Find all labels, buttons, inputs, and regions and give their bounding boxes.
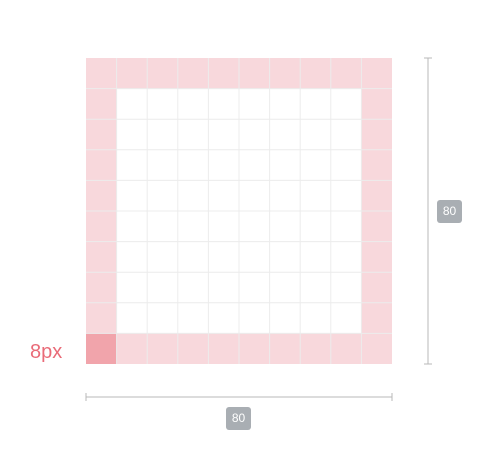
border-cell	[269, 333, 301, 364]
border-cell	[116, 333, 148, 364]
border-cell	[361, 241, 392, 273]
border-cell	[147, 333, 178, 364]
border-cell	[116, 58, 148, 89]
border-cell	[361, 58, 392, 89]
border-cell	[361, 149, 392, 181]
border-cell	[147, 58, 178, 89]
border-cell	[361, 180, 392, 211]
border-cell	[86, 119, 117, 150]
width-dimension-badge: 80	[226, 407, 251, 430]
border-cell	[86, 241, 117, 273]
border-cell	[330, 58, 362, 89]
border-cell	[239, 58, 270, 89]
border-cell	[361, 119, 392, 150]
border-cell	[361, 211, 392, 242]
grid-layer	[86, 58, 392, 364]
border-cell	[177, 58, 209, 89]
border-cell	[86, 149, 117, 181]
border-cell	[177, 333, 209, 364]
height-dimension-badge: 80	[437, 200, 462, 223]
border-cell	[300, 333, 331, 364]
border-cell	[208, 333, 239, 364]
border-cell	[361, 333, 392, 364]
border-cell	[86, 272, 117, 303]
border-cell	[361, 88, 392, 120]
border-cell	[86, 88, 117, 120]
border-cell	[300, 58, 331, 89]
border-cell	[86, 180, 117, 211]
border-cell	[86, 58, 117, 89]
border-cell	[86, 302, 117, 334]
unit-cell	[86, 333, 117, 364]
border-cell	[269, 58, 301, 89]
unit-size-label: 8px	[30, 341, 63, 363]
border-cell	[86, 211, 117, 242]
border-cell	[330, 333, 362, 364]
border-cell	[208, 58, 239, 89]
dimension-layer	[85, 57, 432, 401]
border-cell	[239, 333, 270, 364]
border-cell	[361, 302, 392, 334]
border-cell	[361, 272, 392, 303]
